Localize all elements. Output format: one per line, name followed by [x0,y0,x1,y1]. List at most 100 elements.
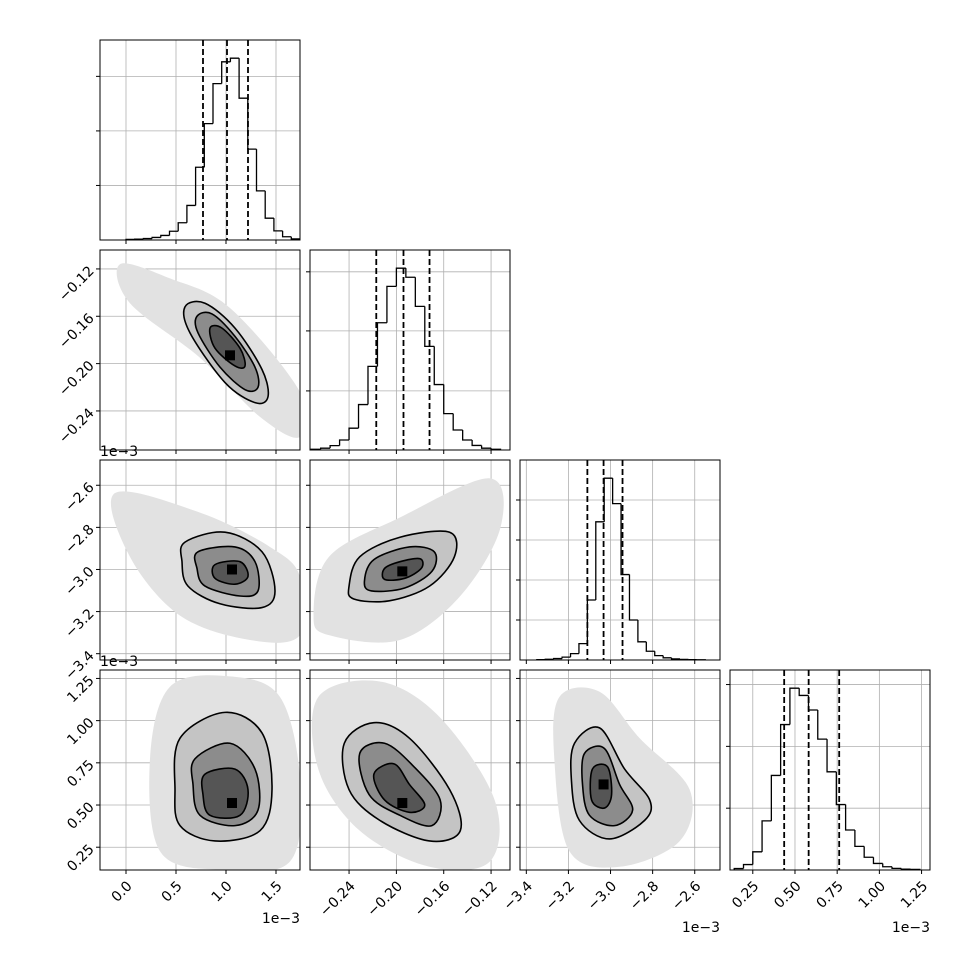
x-tick-label: −3.4 [501,878,536,913]
histogram-step [463,430,472,440]
panel-frame [310,250,510,450]
x-offset-label: 1e−3 [892,920,930,936]
panel-frame [730,670,930,870]
x-tick-label: −0.20 [364,878,406,920]
y-tick-label: −3.0 [62,564,97,599]
x-tick-label: 1.00 [856,878,889,911]
x-tick-label: −3.0 [585,878,620,913]
panel [100,460,305,660]
panel-frame [520,460,720,660]
y-offset-label: 1e−3 [100,444,138,460]
x-tick-label: 1.5 [259,878,286,905]
x-offset-label: 1e−3 [262,911,300,927]
histogram-step [579,644,587,654]
y-tick-label: −3.2 [62,606,97,641]
density-peak [397,798,407,808]
histogram-step [444,385,453,414]
density-peak [227,564,237,574]
y-tick-label: −2.8 [62,522,97,557]
histogram-step [257,149,266,191]
y-tick-label: 0.50 [64,799,97,832]
y-tick-label: −2.6 [62,480,97,515]
histogram-step [204,124,213,168]
histogram-step [359,405,368,429]
histogram-step [753,852,762,865]
x-tick-label: −0.24 [317,878,359,920]
histogram-step [415,277,424,306]
histogram-step [827,739,836,772]
histogram-step [239,58,248,98]
histogram-step [873,857,882,863]
histogram-step [762,821,771,852]
histogram-step [646,642,654,651]
histogram-step [406,268,415,277]
histogram-step [655,651,663,655]
x-tick-label: 1.0 [209,878,236,905]
histogram-step [434,346,443,384]
panel [520,670,720,870]
histogram-step [453,414,462,430]
histogram-step [790,688,799,724]
histogram-step [161,235,170,237]
histogram-step [638,620,646,642]
x-tick-label: 0.5 [159,878,186,905]
histogram-step [330,446,339,449]
histogram-step [781,725,790,776]
histogram-step [855,830,864,846]
density-peak [599,779,609,789]
histogram-step [892,867,901,869]
density-peak [227,798,237,808]
density-peak [397,566,407,576]
contour [202,768,248,818]
panel [520,460,720,660]
histogram-step [230,58,239,62]
y-tick-label: −0.20 [56,358,98,400]
histogram-step [799,688,808,695]
histogram-step [808,695,817,710]
histogram-step [265,191,274,218]
x-tick-label: −3.2 [543,878,578,913]
histogram-step [818,710,827,739]
x-offset-label: 1e−3 [682,920,720,936]
histogram-step [274,218,283,231]
panel [100,250,307,450]
histogram-step [349,428,358,440]
x-tick-label: 0.25 [729,878,762,911]
x-tick-label: −2.8 [627,878,662,913]
histogram-step [170,231,179,235]
histogram-step [680,659,688,660]
histogram-step [864,846,873,857]
panel-frame [100,40,300,240]
panel [310,670,510,870]
histogram-step [283,231,292,237]
density-peak [225,350,235,360]
histogram-step [472,440,481,445]
y-offset-label: 1e−3 [100,654,138,670]
histogram-step [836,772,845,805]
y-tick-label: 0.75 [64,757,97,790]
histogram-step [554,659,562,660]
histogram-step [771,775,780,820]
histogram-step [562,657,570,658]
histogram-step [152,237,161,238]
histogram-step [883,863,892,866]
panel [100,40,300,240]
histogram-step [587,600,595,644]
x-tick-label: 0.75 [813,878,846,911]
histogram-step [178,223,187,232]
histogram-step [901,868,910,869]
panel [100,670,301,872]
histogram-step [248,98,257,149]
panel [310,460,510,660]
y-tick-label: −0.16 [56,311,98,353]
histogram-step [663,656,671,658]
histogram-step [340,440,349,446]
histogram-step [672,658,680,659]
y-tick-label: −0.24 [56,405,98,447]
x-tick-label: 0.0 [109,878,136,905]
histogram-step [744,865,753,869]
panel [730,670,930,870]
panel [310,250,510,450]
